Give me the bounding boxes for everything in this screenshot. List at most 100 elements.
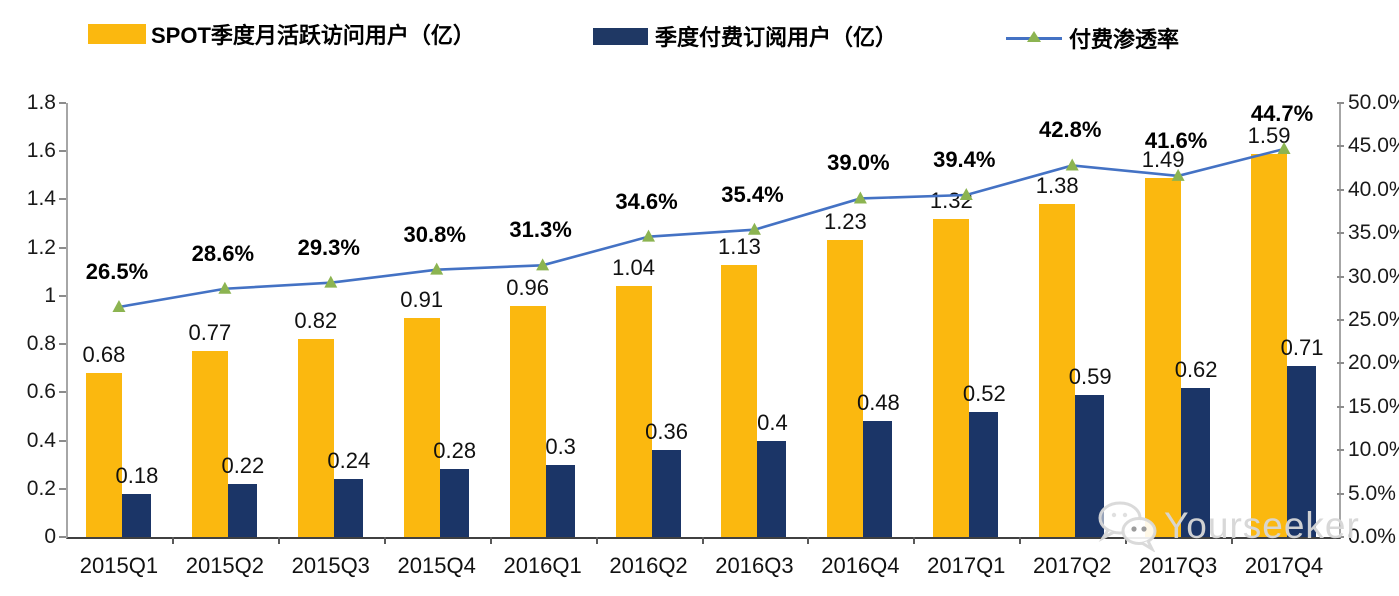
penetration-marker-icon: [1277, 142, 1291, 155]
subscriber-value-label: 0.4: [757, 409, 788, 435]
x-axis-tickmark: [171, 537, 174, 544]
x-axis-tickmark: [489, 537, 492, 544]
x-axis-tickmark: [913, 537, 916, 544]
mau-bar: [85, 373, 122, 537]
right-axis-tick-label: 40.0%: [1348, 177, 1399, 201]
penetration-marker-icon: [324, 275, 338, 288]
right-axis-tick-label: 25.0%: [1348, 308, 1399, 331]
x-axis-category-label: 2016Q3: [715, 553, 794, 578]
penetration-marker-icon: [430, 262, 444, 275]
x-axis-category-label: 2016Q2: [609, 553, 688, 578]
subscriber-bar: [757, 440, 787, 537]
left-axis-tickmark: [59, 391, 66, 394]
x-axis-category-label: 2017Q3: [1138, 553, 1218, 578]
mau-legend-swatch-icon: [88, 24, 146, 44]
left-axis-tick-label: 0.2: [26, 476, 56, 500]
mau-bar: [191, 351, 228, 537]
x-axis-tickmark: [277, 537, 280, 544]
right-axis-tick-label: 0.0%: [1348, 525, 1396, 548]
mau-bar: [1039, 204, 1076, 537]
legend-label-penetration: 付费渗透率: [1069, 27, 1180, 52]
x-axis-tickmark: [701, 537, 704, 544]
subscriber-value-label: 0.59: [1068, 363, 1112, 389]
legend-item-mau: SPOT季度月活跃访问用户（亿）: [88, 18, 475, 50]
mau-bar: [1251, 153, 1288, 537]
penetration-percent-label: 41.6%: [1144, 127, 1208, 153]
left-axis-tickmark: [59, 536, 66, 538]
right-axis-tickmark: [1337, 275, 1344, 278]
left-axis-tick-label: 1.8: [26, 91, 56, 114]
legend-label-subscribers: 季度付费订阅用户（亿）: [655, 25, 898, 50]
penetration-percent-label: 42.8%: [1039, 117, 1102, 143]
right-axis-tickmark: [1337, 449, 1344, 452]
right-axis-tickmark: [1337, 319, 1344, 321]
left-axis-tickmark: [59, 102, 66, 104]
x-axis-tickmark: [1125, 537, 1128, 544]
x-axis-tickmark: [1019, 537, 1022, 544]
right-axis-tickmark: [1337, 145, 1344, 148]
mau-bar: [933, 218, 970, 537]
penetration-percent-label: 31.3%: [509, 217, 572, 243]
legend-item-subscribers: 季度付费订阅用户（亿）: [593, 20, 897, 52]
penetration-percent-label: 29.3%: [297, 234, 360, 260]
penetration-legend-line-icon: [1006, 31, 1062, 45]
mau-value-label: 0.82: [294, 308, 338, 334]
plot-area: [66, 103, 1341, 539]
mau-value-label: 1.04: [612, 255, 655, 281]
x-axis-category-label: 2017Q1: [927, 553, 1006, 578]
x-axis-category-label: 2017Q2: [1033, 553, 1112, 578]
penetration-marker-icon: [853, 191, 867, 204]
penetration-percent-label: 30.8%: [403, 221, 466, 247]
right-axis-tick-label: 45.0%: [1348, 134, 1399, 158]
penetration-percent-label: 39.0%: [827, 150, 890, 176]
subscriber-bar: [333, 479, 363, 537]
right-axis-tickmark: [1337, 232, 1344, 235]
left-axis-tickmark: [59, 487, 66, 490]
x-axis-category-label: 2015Q4: [397, 553, 476, 578]
subscriber-legend-swatch-icon: [593, 27, 648, 45]
subscriber-bar: [1287, 365, 1317, 537]
subscriber-value-label: 0.52: [962, 380, 1006, 406]
x-axis-category-label: 2015Q2: [185, 553, 265, 578]
subscriber-value-label: 0.24: [327, 448, 371, 474]
left-axis-tick-label: 0.8: [26, 332, 56, 356]
x-axis-tickmark: [383, 537, 386, 544]
penetration-marker-icon: [536, 258, 550, 271]
penetration-marker-icon: [642, 229, 656, 242]
subscriber-bar: [969, 411, 999, 537]
penetration-percent-label: 34.6%: [615, 188, 678, 214]
x-axis-category-label: 2016Q1: [503, 553, 582, 578]
left-axis-tick-label: 1.4: [26, 187, 56, 211]
left-axis-tick-label: 0.4: [26, 428, 56, 452]
right-axis-tickmark: [1337, 405, 1344, 408]
subscriber-bar: [227, 483, 257, 537]
subscriber-bar: [651, 450, 681, 537]
mau-value-label: 0.77: [188, 320, 232, 346]
left-axis-tickmark: [59, 294, 66, 297]
penetration-percent-label: 26.5%: [85, 258, 149, 284]
penetration-marker-icon: [218, 281, 232, 294]
x-axis-category-label: 2015Q1: [79, 553, 159, 578]
subscriber-value-label: 0.36: [645, 419, 688, 445]
mau-value-label: 0.96: [506, 274, 550, 300]
mau-value-label: 1.13: [718, 233, 761, 259]
left-axis-tick-label: 0: [44, 525, 56, 548]
legend-label-mau: SPOT季度月活跃访问用户（亿）: [151, 23, 475, 48]
subscriber-bar: [439, 469, 469, 537]
right-axis-tickmark: [1337, 102, 1344, 104]
penetration-marker-icon: [1171, 168, 1185, 181]
left-axis-tickmark: [59, 198, 66, 201]
subscriber-bar: [863, 421, 893, 537]
x-axis-tickmark: [807, 537, 810, 544]
subscriber-value-label: 0.18: [115, 462, 159, 488]
subscriber-bar: [1181, 387, 1211, 537]
x-axis-category-label: 2015Q3: [291, 553, 370, 578]
subscriber-value-label: 0.22: [221, 452, 265, 478]
subscriber-value-label: 0.28: [433, 438, 477, 464]
left-axis-tick-label: 1: [44, 283, 56, 307]
x-axis-tickmark: [1231, 537, 1234, 544]
right-axis-tick-label: 50.0%: [1348, 91, 1399, 114]
subscriber-bar: [545, 464, 575, 537]
right-axis-tickmark: [1337, 188, 1344, 191]
